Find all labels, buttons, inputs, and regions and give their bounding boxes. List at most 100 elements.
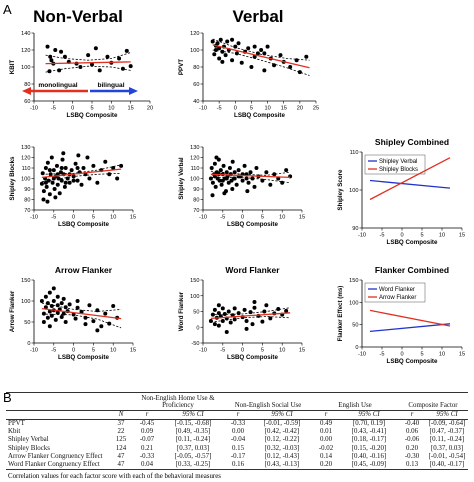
bilingual-arrowhead	[129, 87, 138, 95]
data-point	[51, 168, 56, 173]
data-point	[107, 172, 112, 177]
r-cell: 0.16	[224, 461, 252, 471]
data-point	[47, 192, 52, 197]
n-cell: 22	[117, 428, 125, 436]
n-cell: 47	[110, 461, 132, 471]
x-tick-label: 5	[92, 215, 95, 221]
data-point	[59, 178, 64, 183]
data-point	[216, 303, 221, 308]
x-tick-label: -5	[220, 348, 225, 354]
y-tick-label: 80	[24, 82, 30, 88]
data-point	[46, 178, 51, 183]
data-point	[53, 317, 58, 322]
data-point	[252, 300, 257, 305]
y-axis-label: Shipley Score	[337, 169, 344, 210]
data-point	[75, 305, 80, 310]
n-cell: 47	[117, 452, 125, 460]
data-point	[252, 54, 257, 59]
row-label: Kbit	[8, 428, 21, 436]
x-tick-label: -10	[199, 215, 207, 221]
ci-lower-band	[45, 65, 131, 73]
r-cell: -0.06	[404, 436, 420, 444]
legend-label: Shipley Verbal	[379, 159, 417, 165]
ci-cell: [0.40, -0.16]	[351, 452, 387, 460]
data-point	[63, 320, 68, 324]
data-point	[52, 187, 57, 191]
data-point	[97, 68, 102, 73]
data-point	[244, 318, 249, 323]
table-sub-header-row: N r 95% CI r 95% CI r 95% CI r 95% CI	[6, 409, 468, 421]
group-header: Non-English Home Use & Proficiency	[132, 392, 224, 411]
data-point	[236, 168, 241, 173]
group-header: English Use	[312, 392, 398, 411]
r-cell: -0.45	[139, 420, 155, 428]
r-cell: -0.04	[230, 436, 246, 444]
fit-line	[212, 44, 310, 69]
y-tick-label: 120	[190, 156, 199, 162]
x-tick-label: -10	[358, 233, 366, 239]
x-axis-label: LSBQ Composite	[58, 354, 109, 361]
data-point	[212, 161, 217, 166]
data-point	[43, 305, 48, 310]
data-point	[103, 159, 108, 164]
data-point	[268, 316, 273, 321]
row-label: Shipley Blocks	[8, 444, 50, 452]
data-point	[59, 166, 64, 170]
ci-cell: [0.45, -0.09]	[340, 461, 398, 471]
data-point	[105, 54, 110, 59]
table-row: PPVT 37 -0.45 [-0.15, -0.68] -0.33 [-0.01, -0…	[6, 420, 468, 429]
ci-cell: [0.70, 0.19]	[352, 420, 386, 428]
ci-cell: [0.40, -0.17]	[426, 461, 468, 471]
data-point	[230, 187, 235, 191]
ci-cell: [0.37, 0.03]	[176, 444, 210, 452]
data-point	[58, 170, 63, 175]
data-point	[75, 178, 80, 183]
data-point	[111, 166, 116, 170]
r-cell: 0.20	[312, 461, 340, 471]
data-point	[47, 309, 52, 314]
data-point	[220, 178, 225, 183]
ci-header: 95% CI	[340, 409, 398, 421]
x-tick-label: 10	[110, 348, 116, 354]
data-point	[226, 309, 231, 314]
data-point	[230, 37, 235, 42]
n-header: N	[110, 409, 132, 421]
data-point	[57, 191, 62, 196]
data-point	[278, 53, 283, 58]
data-point	[262, 68, 267, 73]
data-point	[75, 299, 80, 303]
ci-lower-band	[210, 316, 291, 323]
ci-lower-band	[41, 313, 122, 329]
data-point	[55, 182, 60, 187]
x-tick-label: 5	[420, 233, 423, 239]
data-point	[53, 48, 58, 52]
x-tick-label: 15	[299, 215, 305, 221]
data-point	[55, 294, 60, 299]
data-point	[246, 180, 251, 185]
monolingual-arrowhead	[22, 87, 31, 95]
x-tick-label: 25	[313, 106, 319, 112]
data-point	[91, 163, 96, 168]
correlation-table: Non-English Home Use & Proficiency Non-E…	[6, 392, 468, 471]
x-tick-label: 15	[459, 352, 465, 358]
data-point	[262, 51, 267, 56]
y-tick-label: 110	[350, 150, 359, 156]
data-point	[95, 328, 100, 333]
series-line	[369, 309, 451, 327]
ci-cell: [0.32, -0.03]	[264, 444, 300, 452]
data-point	[227, 166, 232, 170]
data-point	[212, 307, 217, 312]
x-axis-label: LSBQ Composite	[234, 112, 285, 119]
data-point	[230, 58, 235, 63]
x-tick-label: -10	[199, 106, 207, 112]
row-label: PPVT	[8, 420, 25, 428]
data-point	[55, 310, 60, 315]
x-tick-label: -10	[199, 348, 207, 354]
chart-title: Flanker Combined	[375, 265, 449, 275]
ci-upper-band	[210, 170, 291, 176]
data-point	[260, 319, 265, 324]
data-point	[217, 178, 222, 183]
data-point	[45, 160, 50, 165]
data-point	[224, 329, 229, 334]
